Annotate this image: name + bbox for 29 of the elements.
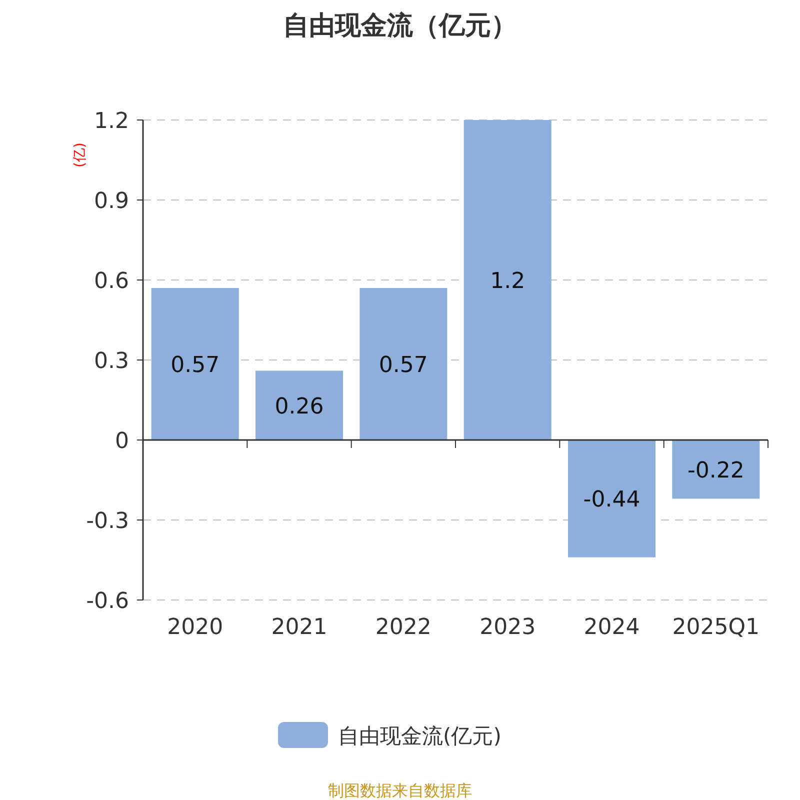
y-axis-title: (亿) [72, 142, 88, 168]
chart-title: 自由现金流（亿元） [283, 11, 517, 41]
data-label: -0.44 [583, 488, 640, 513]
x-tick-label: 2020 [167, 615, 224, 640]
data-label: 1.2 [490, 269, 526, 294]
y-tick-label: -0.6 [86, 589, 129, 614]
x-tick-label: 2021 [271, 615, 328, 640]
y-tick-label: 0.6 [94, 269, 129, 294]
data-label: 0.26 [274, 394, 324, 420]
x-tick-label: 2024 [584, 615, 640, 640]
bar [360, 288, 448, 440]
bar [568, 440, 656, 558]
y-tick-label: 0.9 [94, 189, 129, 214]
x-tick-label: 2022 [375, 615, 432, 640]
y-tick-label: 0.3 [94, 349, 129, 374]
x-tick-label: 2025Q1 [672, 615, 760, 640]
y-tick-label: 1.2 [94, 109, 129, 134]
data-label: 0.57 [170, 353, 220, 378]
bar [464, 120, 552, 440]
bar [672, 440, 760, 499]
x-tick-label: 2023 [480, 615, 536, 640]
data-label: -0.22 [687, 458, 744, 484]
data-label: 0.57 [378, 353, 428, 378]
y-tick-label: -0.3 [86, 509, 129, 534]
bar [256, 370, 343, 440]
legend-label: 自由现金流(亿元) [338, 724, 502, 748]
y-tick-label: 0 [115, 429, 129, 454]
text: 制图数据来自数据库 [328, 781, 472, 800]
bar [151, 288, 239, 440]
